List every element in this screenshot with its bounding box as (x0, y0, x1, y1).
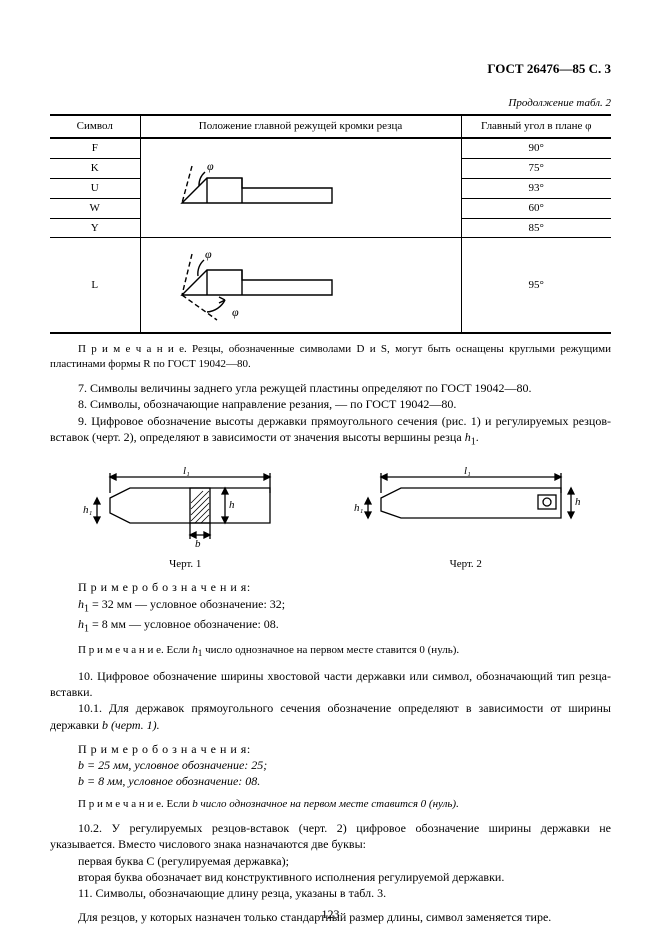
para-10-2: 10.2. У регулируемых резцов-вставок (чер… (50, 820, 611, 852)
table-row: F φ 90° (50, 138, 611, 158)
cell-figure-2: φ φ (140, 238, 461, 334)
figure-1-label: Черт. 1 (75, 557, 295, 572)
svg-text:φ: φ (207, 159, 214, 173)
figure-2-svg: l₁ h₁ h (346, 463, 586, 553)
col-symbol: Символ (50, 115, 140, 138)
cell-figure-1: φ (140, 138, 461, 238)
example-line-1: h1 = 32 мм — условное обозначение: 32; (50, 596, 611, 616)
cell-sym: F (50, 138, 140, 158)
table-row-l: L φ φ 95° (50, 238, 611, 334)
para-9: 9. Цифровое обозначение высоты державки … (50, 413, 611, 449)
svg-text:h: h (229, 499, 235, 511)
table-continuation: Продолжение табл. 2 (50, 96, 611, 111)
para-10-2a: первая буква С (регулируемая державка); (50, 853, 611, 869)
svg-text:h₁: h₁ (83, 504, 93, 516)
figure-1-wrap: l₁ h₁ h b Черт. 1 (75, 463, 295, 572)
note-2: П р и м е ч а н и е. Если h1 число одноз… (50, 643, 611, 660)
cell-sym-l: L (50, 238, 140, 334)
col-position: Положение главной режущей кромки резца (140, 115, 461, 138)
note-3: П р и м е ч а н и е. Если b число однозн… (50, 797, 611, 812)
example-title: П р и м е р о б о з н а ч е н и я: (50, 579, 611, 595)
svg-text:l₁: l₁ (183, 465, 190, 477)
example-line-2: h1 = 8 мм — условное обозначение: 08. (50, 616, 611, 636)
col-angle: Главный угол в плане φ (461, 115, 611, 138)
cell-angle: 90° (461, 138, 611, 158)
main-table: Символ Положение главной режущей кромки … (50, 114, 611, 334)
svg-text:h₁: h₁ (354, 502, 364, 514)
svg-text:φ: φ (205, 247, 212, 261)
para-8: 8. Символы, обозначающие направление рез… (50, 396, 611, 412)
para-11: 11. Символы, обозначающие длину резца, у… (50, 885, 611, 901)
cutter-figure-2: φ φ (147, 240, 347, 330)
figure-2-wrap: l₁ h₁ h Черт. 2 (346, 463, 586, 572)
para-10-1: 10.1. Для державок прямоугольного сечени… (50, 700, 611, 732)
svg-text:φ: φ (232, 305, 239, 319)
figure-2-label: Черт. 2 (346, 557, 586, 572)
para-10: 10. Цифровое обозначение ширины хвостово… (50, 668, 611, 700)
para-7: 7. Символы величины заднего угла режущей… (50, 380, 611, 396)
figures-row: l₁ h₁ h b Черт. 1 l₁ h₁ (50, 463, 611, 572)
cell-angle-l: 95° (461, 238, 611, 334)
page-number: 123 (0, 906, 661, 922)
para-10-2b: вторая буква обозначает вид конструктивн… (50, 869, 611, 885)
example-title-2: П р и м е р о б о з н а ч е н и я: (50, 741, 611, 757)
page-header: ГОСТ 26476—85 С. 3 (50, 60, 611, 78)
svg-text:l₁: l₁ (464, 465, 471, 477)
cutter-figure-1: φ (147, 158, 347, 218)
svg-text:h: h (575, 496, 581, 508)
ex2-line-2: b = 8 мм, условное обозначение: 08. (50, 773, 611, 789)
ex2-line-1: b = 25 мм, условное обозначение: 25; (50, 757, 611, 773)
note-1: П р и м е ч а н и е. Резцы, обозначенные… (50, 342, 611, 372)
figure-1-svg: l₁ h₁ h b (75, 463, 295, 553)
svg-text:b: b (195, 538, 201, 550)
